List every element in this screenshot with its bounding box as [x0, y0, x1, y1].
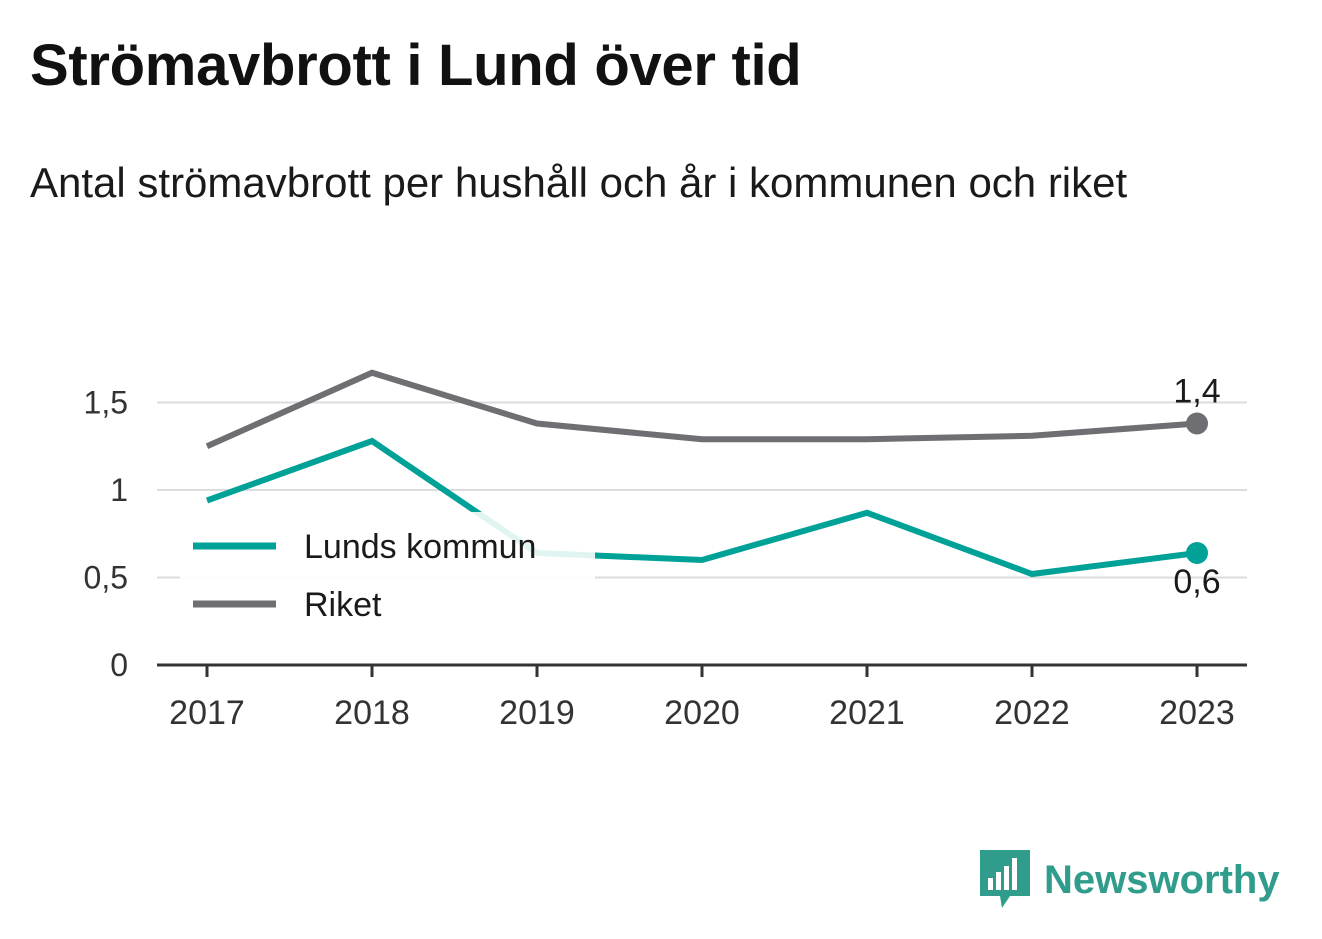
- y-tick-label: 1: [110, 472, 128, 508]
- end-point-marker: [1186, 412, 1208, 435]
- chart-subtitle: Antal strömavbrott per hushåll och år i …: [30, 159, 1128, 206]
- x-tick-label: 2017: [169, 694, 245, 732]
- line-chart: 0 0,5 1 1,5 2017 2018 2019 2020 2021 2022 2023 Lund…: [84, 369, 1247, 732]
- x-tick-label: 2022: [994, 694, 1070, 732]
- y-tick-label: 1,5: [84, 385, 128, 421]
- newsworthy-logo: Newsworthy: [980, 848, 1280, 912]
- legend-label: Lunds kommun: [304, 528, 536, 566]
- x-tick-label: 2023: [1159, 694, 1235, 732]
- x-tick-label: 2018: [334, 694, 410, 732]
- legend-label: Riket: [304, 586, 382, 624]
- end-value-label: 1,4: [1173, 373, 1220, 411]
- chart-title: Strömavbrott i Lund över tid: [30, 33, 802, 98]
- series-line-riket: [205, 369, 1198, 449]
- y-tick-label: 0,5: [84, 560, 128, 596]
- end-point-marker: [1186, 542, 1208, 564]
- x-tick-label: 2021: [829, 694, 905, 732]
- series-line-lunds-kommun: [205, 437, 1198, 578]
- legend-background: [180, 512, 595, 630]
- x-tick-label: 2019: [499, 694, 575, 732]
- end-value-label: 0,6: [1173, 563, 1220, 601]
- brand-name: Newsworthy: [1044, 857, 1280, 902]
- y-tick-label: 0: [110, 647, 128, 683]
- x-tick-label: 2020: [664, 694, 740, 732]
- bar-chart-speech-bubble-icon: [980, 850, 1030, 908]
